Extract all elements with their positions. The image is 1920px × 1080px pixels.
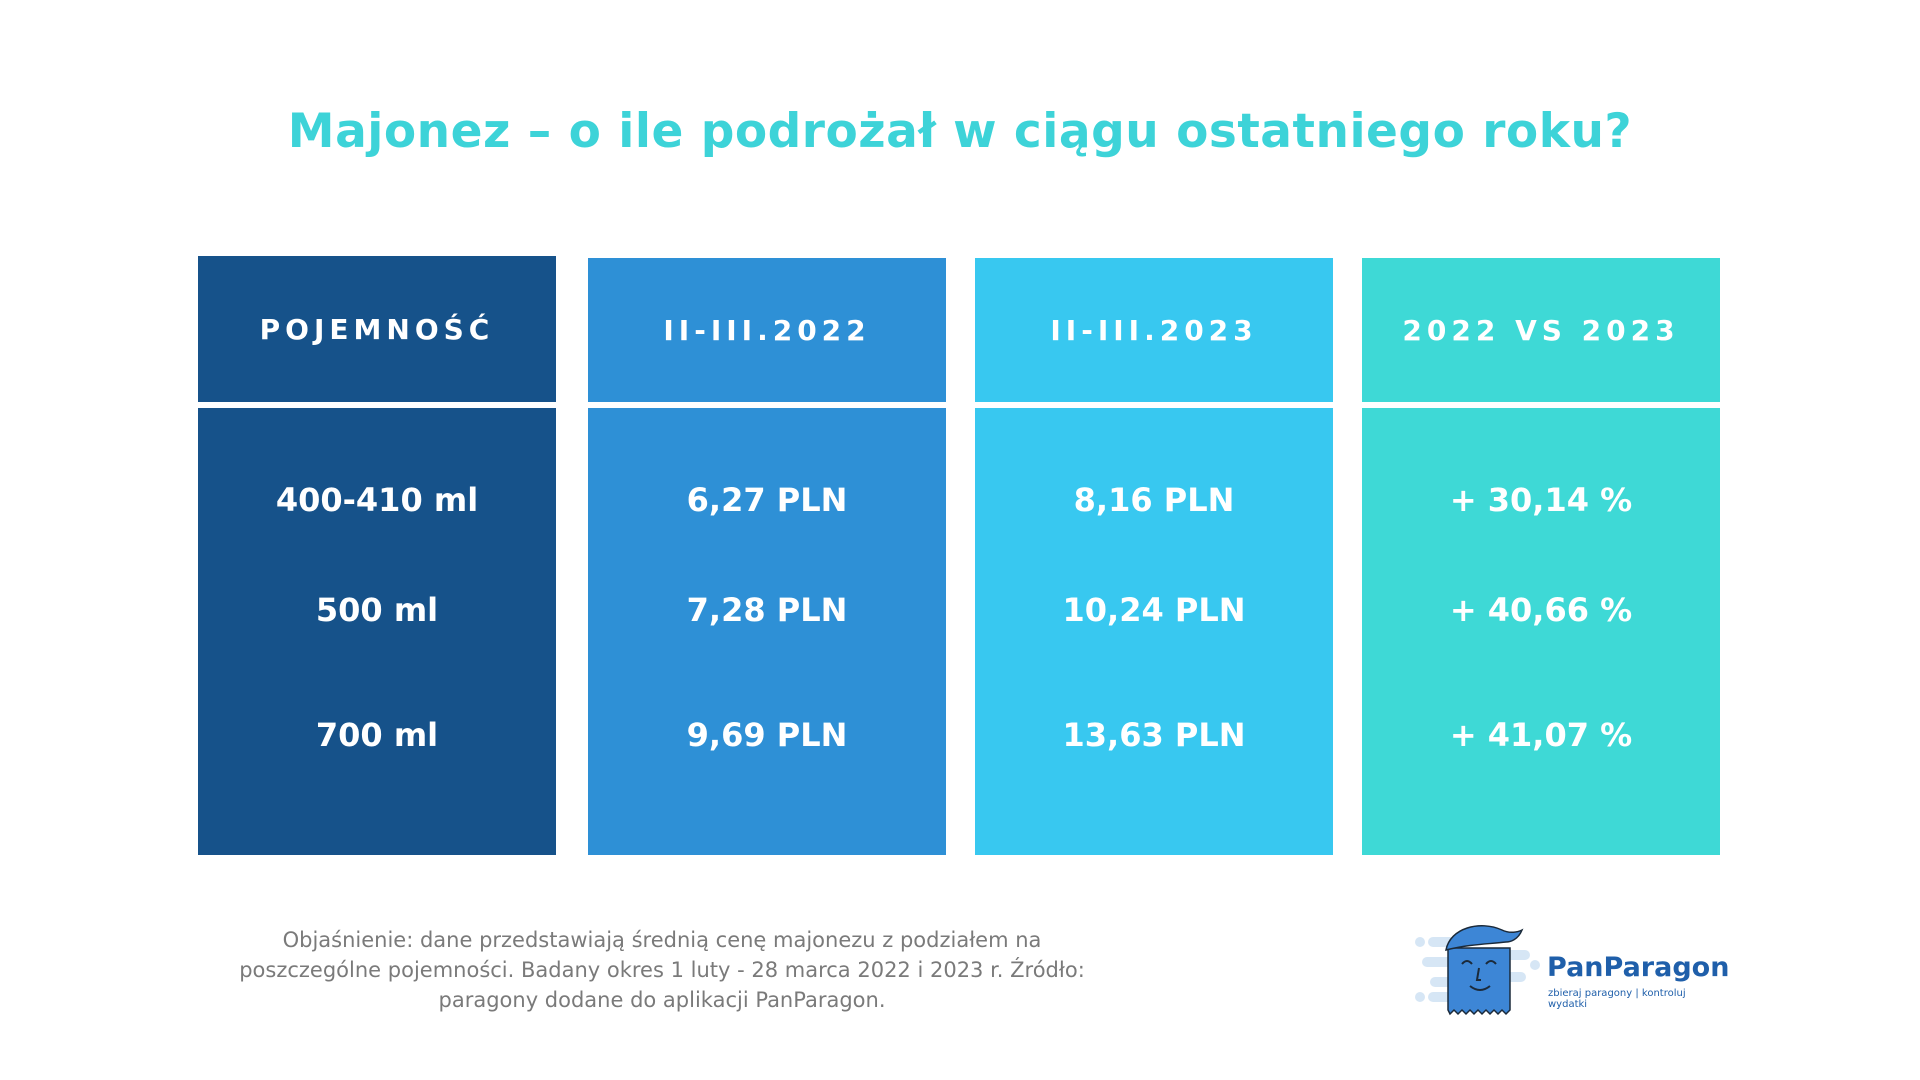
receipt-face-mascot-icon [1415,925,1540,1016]
cell: 700 ml [315,716,439,754]
panparagon-logo: PanParagon zbieraj paragony | kontroluj … [1410,920,1729,1020]
cell: 400-410 ml [275,481,479,519]
cell: 7,28 PLN [686,591,848,629]
divider [1362,402,1720,408]
cell: 9,69 PLN [686,716,848,754]
brand-name: PanParagon [1547,952,1730,983]
footnote: Objaśnienie: dane przedstawiają średnią … [222,925,1102,1015]
page-title: Majonez – o ile podrożał w ciągu ostatni… [287,104,1633,159]
footnote-line: Objaśnienie: dane przedstawiają średnią … [282,928,1042,952]
header-2023: II-III.2023 [1050,313,1258,347]
cell: + 40,66 % [1449,591,1633,629]
column-2022: II-III.2022 6,27 PLN 7,28 PLN 9,69 PLN [588,258,946,855]
column-2023: II-III.2023 8,16 PLN 10,24 PLN 13,63 PLN [975,258,1333,855]
cell: 6,27 PLN [686,481,848,519]
footnote-line: poszczególne pojemności. Badany okres 1 … [239,958,1085,982]
cell: 10,24 PLN [1062,591,1246,629]
column-change: 2022 VS 2023 + 30,14 % + 40,66 % + 41,07… [1362,258,1720,855]
column-capacity: POJEMNOŚĆ 400-410 ml 500 ml 700 ml [198,256,556,855]
cell: 13,63 PLN [1062,716,1246,754]
header-2022: II-III.2022 [663,313,871,347]
footnote-line: paragony dodane do aplikacji PanParagon. [438,988,886,1012]
header-capacity: POJEMNOŚĆ [259,312,495,346]
header-change: 2022 VS 2023 [1402,313,1680,347]
cell: 500 ml [315,591,439,629]
cell: + 30,14 % [1449,481,1633,519]
divider [975,402,1333,408]
cell: 8,16 PLN [1073,481,1235,519]
divider [198,402,556,408]
divider [588,402,946,408]
cell: + 41,07 % [1449,716,1633,754]
brand-tagline: zbieraj paragony | kontroluj wydatki [1548,988,1686,1010]
